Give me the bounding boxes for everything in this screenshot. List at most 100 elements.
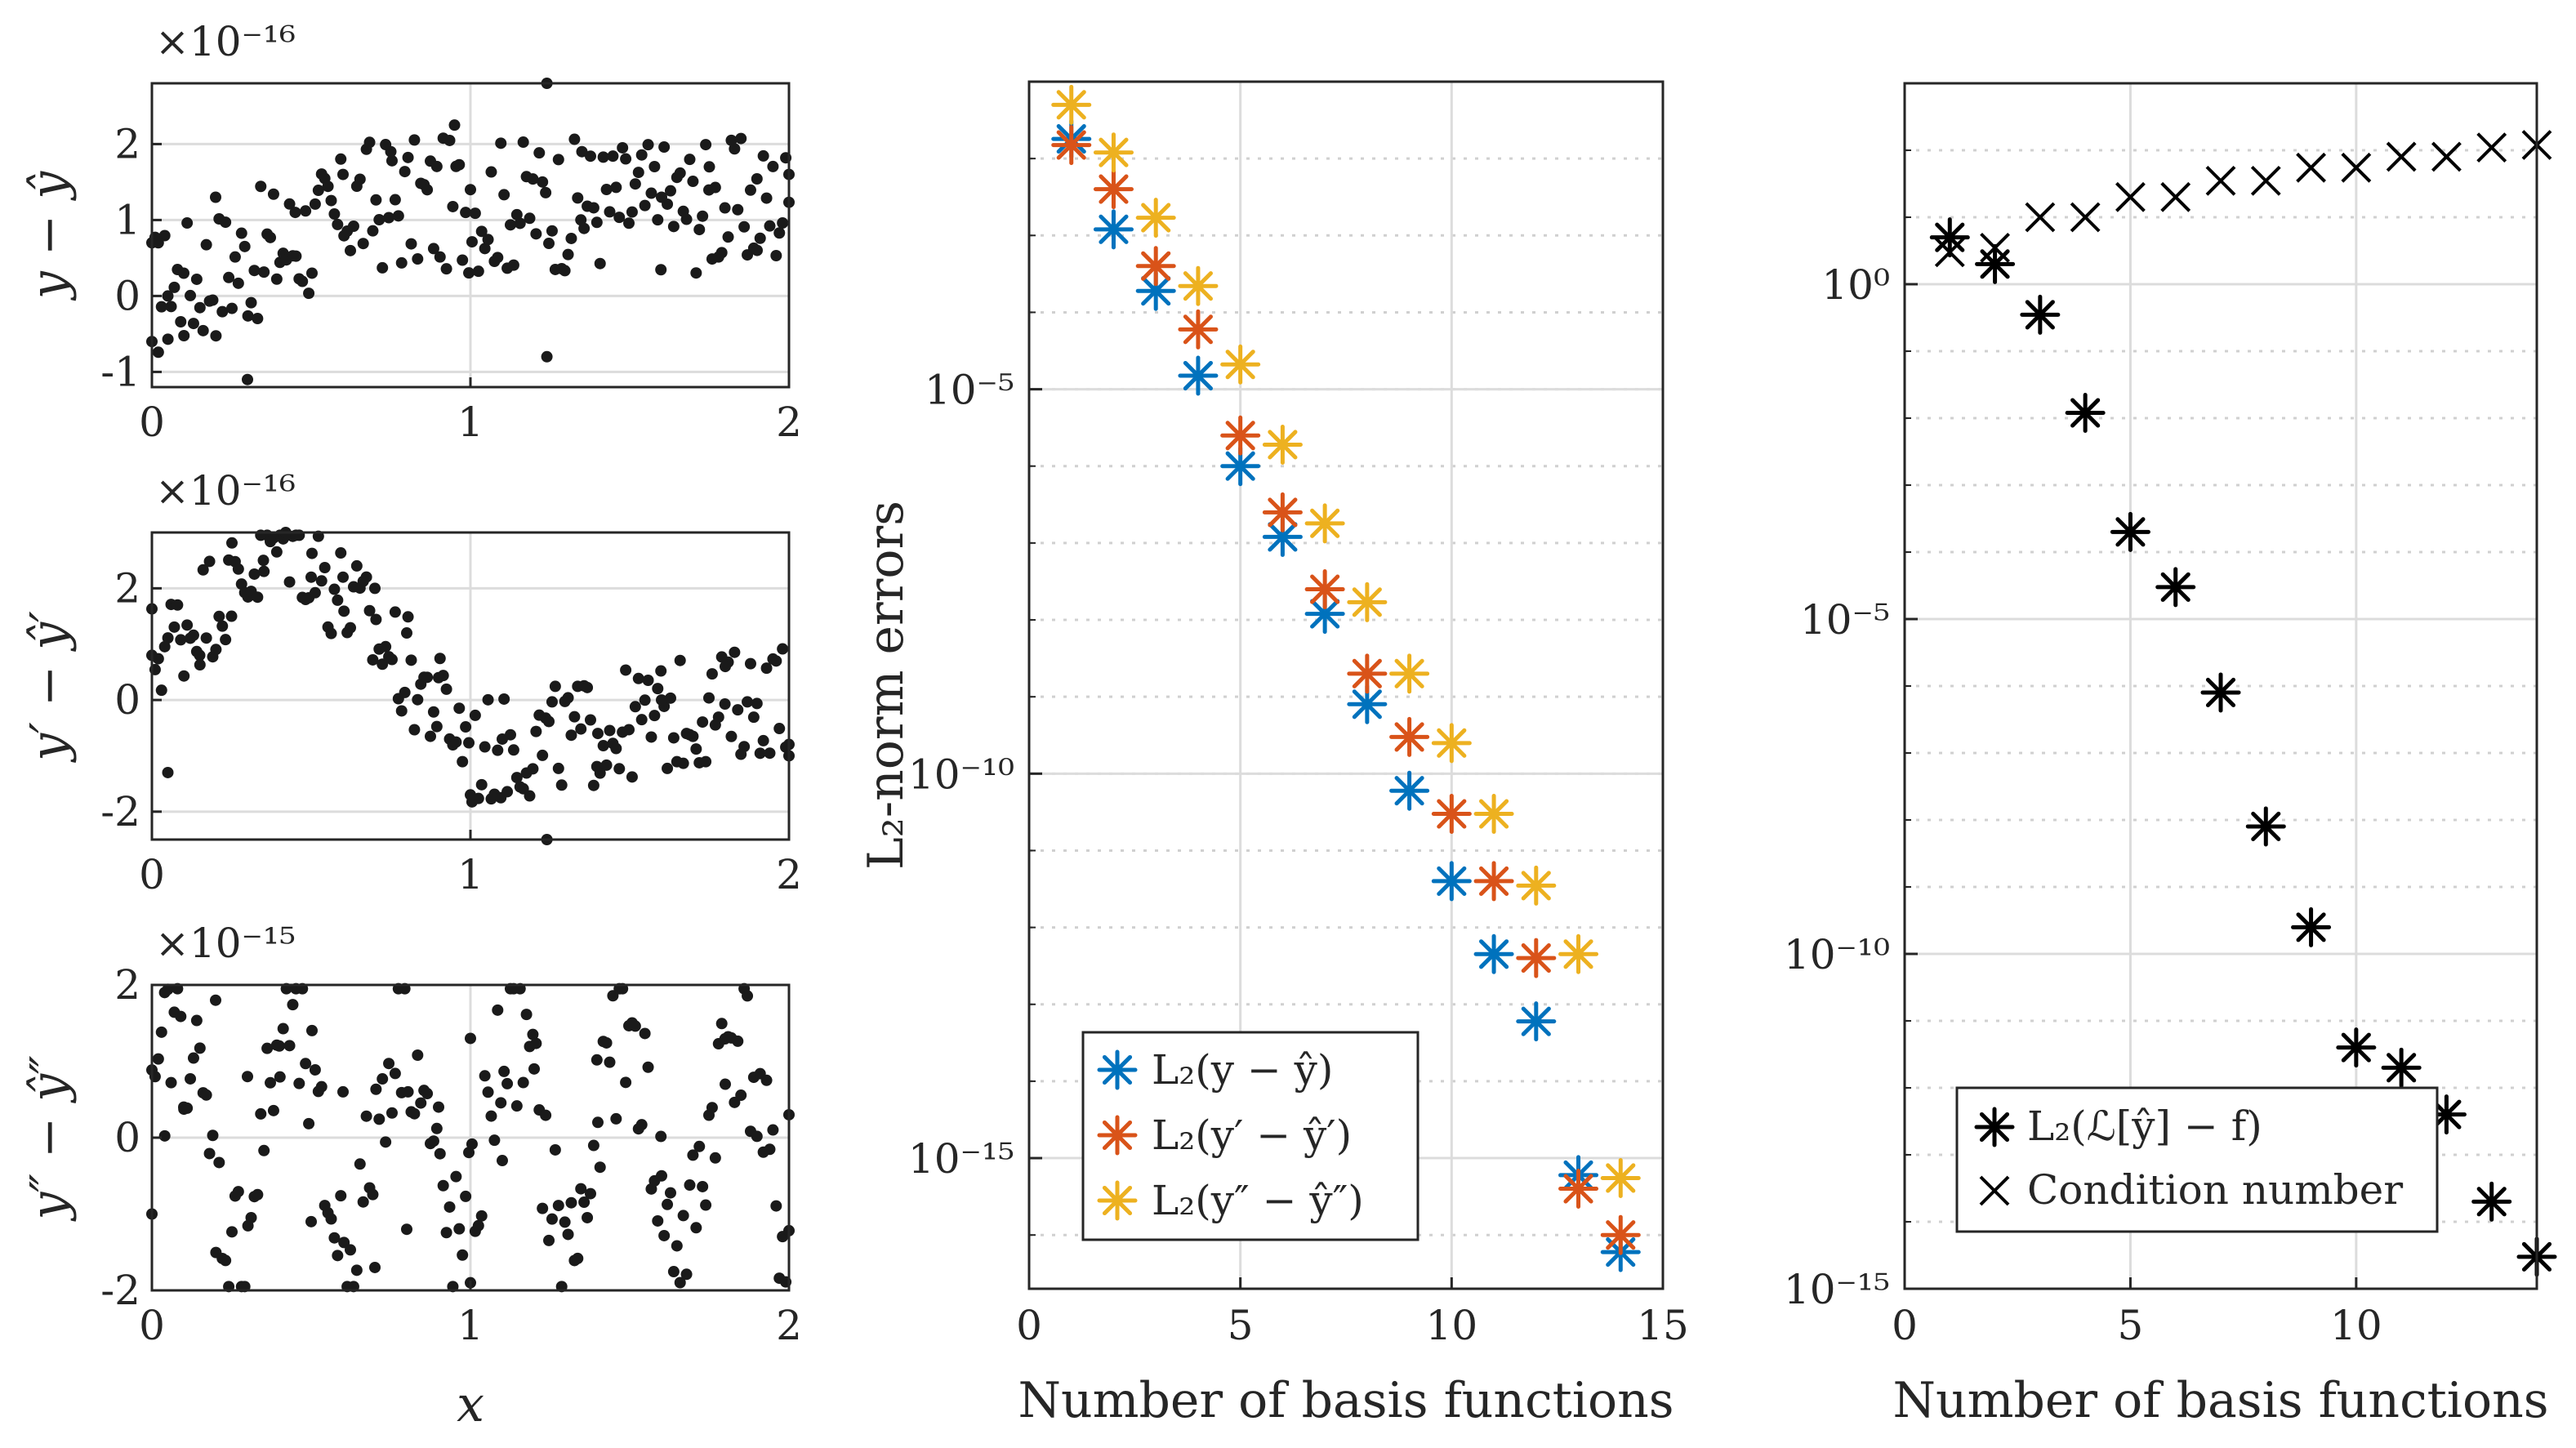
data-point bbox=[345, 244, 357, 256]
data-point bbox=[591, 216, 603, 229]
data-point bbox=[216, 620, 229, 632]
data-point bbox=[620, 664, 632, 676]
data-point bbox=[427, 706, 439, 718]
data-point bbox=[527, 763, 539, 775]
data-point bbox=[447, 200, 459, 212]
data-point bbox=[703, 161, 715, 173]
data-point bbox=[528, 1063, 540, 1075]
data-point bbox=[181, 217, 194, 229]
data-point bbox=[555, 779, 568, 791]
data-point bbox=[662, 1198, 674, 1210]
asterisk-marker bbox=[1516, 1001, 1557, 1042]
x-tick-label: 0 bbox=[1892, 1302, 1918, 1349]
data-point bbox=[639, 199, 651, 212]
data-point bbox=[389, 606, 401, 618]
asterisk-marker bbox=[1431, 794, 1472, 835]
panel-ydoubleprime-residual: 0 1 2-202 ×10⁻¹⁵ y″ − ŷ″ x bbox=[20, 920, 802, 1433]
data-point bbox=[732, 203, 744, 216]
data-point bbox=[158, 987, 171, 999]
data-point bbox=[504, 219, 516, 231]
data-point bbox=[584, 150, 596, 163]
asterisk-marker bbox=[1220, 344, 1261, 385]
y-tick-label: 10⁻¹⁰ bbox=[908, 751, 1014, 798]
data-point bbox=[178, 267, 189, 279]
data-point bbox=[674, 654, 686, 666]
data-point bbox=[315, 1080, 328, 1093]
ticks: 0 5 10 10⁻¹⁵ 10⁻¹⁰ 10⁻⁵ 10⁰ bbox=[1784, 82, 2382, 1349]
data-point bbox=[265, 1076, 277, 1089]
data-point bbox=[332, 218, 344, 230]
data-point bbox=[530, 725, 542, 737]
data-point bbox=[303, 1117, 315, 1129]
data-point bbox=[610, 181, 622, 194]
asterisk-marker bbox=[1093, 132, 1134, 173]
data-point bbox=[620, 1076, 632, 1089]
data-point bbox=[255, 180, 267, 193]
data-point bbox=[274, 1071, 286, 1083]
y-axis-label: L₂-norm errors bbox=[858, 501, 915, 870]
data-point bbox=[466, 1138, 478, 1150]
data-point bbox=[680, 213, 693, 225]
data-point bbox=[187, 318, 199, 330]
data-point bbox=[242, 373, 253, 385]
data-point bbox=[305, 547, 318, 559]
data-point bbox=[383, 1058, 395, 1070]
data-point bbox=[552, 154, 564, 166]
data-point bbox=[594, 257, 606, 270]
x-axis-label: Number of basis functions bbox=[1018, 1372, 1674, 1429]
data-point bbox=[510, 772, 523, 784]
data-point bbox=[305, 571, 317, 583]
data-point bbox=[757, 734, 769, 746]
y-tick-label: 10⁻¹⁵ bbox=[908, 1135, 1014, 1183]
data-point bbox=[715, 247, 728, 259]
data-points bbox=[1051, 84, 1641, 1272]
data-point bbox=[700, 1199, 712, 1211]
data-point bbox=[572, 1252, 584, 1264]
asterisk-marker bbox=[1473, 794, 1514, 835]
asterisk-marker bbox=[1304, 503, 1345, 544]
data-point bbox=[546, 696, 558, 708]
panel-l2-errors: 0 5 10 15 10⁻¹⁵ 10⁻¹⁰ 10⁻⁵ L₂-norm errors Numb… bbox=[858, 80, 1689, 1429]
data-point bbox=[319, 561, 331, 573]
data-point bbox=[238, 240, 251, 252]
data-point bbox=[578, 1196, 591, 1209]
data-point bbox=[242, 310, 254, 322]
data-point bbox=[357, 238, 369, 250]
data-point bbox=[568, 133, 581, 145]
data-point bbox=[399, 686, 411, 698]
data-point bbox=[620, 153, 632, 165]
data-point bbox=[305, 1215, 317, 1227]
data-point bbox=[667, 732, 680, 744]
data-point bbox=[402, 611, 414, 623]
data-point bbox=[751, 697, 763, 710]
data-point bbox=[764, 747, 776, 760]
data-point bbox=[175, 1010, 187, 1023]
asterisk-marker bbox=[2020, 294, 2061, 335]
data-point bbox=[546, 225, 558, 237]
data-point bbox=[430, 720, 443, 733]
asterisk-marker bbox=[1304, 569, 1345, 610]
multiplier-label: ×10⁻¹⁵ bbox=[155, 920, 296, 967]
data-point bbox=[626, 206, 638, 218]
data-point bbox=[479, 1070, 491, 1082]
x-tick-label: 2 bbox=[776, 851, 802, 898]
data-point bbox=[338, 1236, 350, 1249]
x-marker bbox=[2296, 152, 2326, 183]
data-point bbox=[415, 1097, 427, 1109]
data-point bbox=[152, 346, 164, 359]
data-point bbox=[440, 683, 452, 695]
asterisk-marker bbox=[1347, 684, 1388, 724]
data-point bbox=[629, 178, 641, 190]
data-point bbox=[258, 565, 270, 577]
data-point bbox=[357, 1196, 369, 1208]
data-point bbox=[369, 1261, 381, 1273]
data-point bbox=[626, 771, 638, 783]
data-point bbox=[729, 646, 741, 658]
legend-label: L₂(y″ − ŷ″) bbox=[1152, 1177, 1364, 1224]
data-point bbox=[552, 762, 564, 774]
data-point bbox=[632, 167, 644, 179]
legend: L₂(ℒ[ŷ] − f) Condition number bbox=[1955, 1086, 2439, 1233]
data-point bbox=[597, 740, 609, 752]
data-point bbox=[773, 227, 786, 239]
